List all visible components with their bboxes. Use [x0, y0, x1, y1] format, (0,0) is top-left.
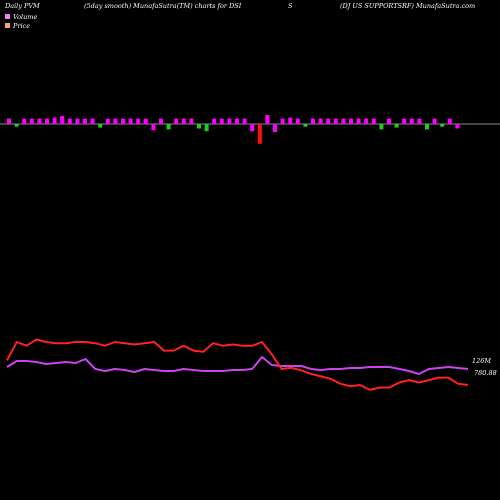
pvm-bar	[151, 124, 156, 131]
pvm-bar	[242, 118, 247, 124]
legend-swatch-price	[5, 23, 10, 28]
pvm-bar	[273, 124, 277, 133]
pvm-bar	[52, 117, 57, 124]
pvm-bar	[166, 124, 171, 130]
pvm-bar	[409, 118, 414, 124]
pvm-bar	[75, 118, 80, 124]
chart-header-s: S	[288, 2, 293, 10]
pvm-bar	[311, 118, 315, 124]
pvm-bar	[159, 118, 163, 124]
pvm-bar	[280, 118, 285, 124]
pvm-bar	[379, 124, 384, 130]
pvm-bar	[440, 124, 445, 127]
pvm-bar	[371, 118, 376, 124]
pvm-bar	[136, 118, 141, 124]
pvm-bar	[98, 124, 103, 128]
pvm-bar	[432, 118, 437, 124]
pvm-bar	[121, 118, 125, 124]
pvm-bar	[447, 118, 452, 124]
pvm-bar	[364, 118, 369, 124]
volume-last-label: 126M	[472, 357, 492, 365]
pvm-bar	[333, 118, 338, 124]
pvm-bar	[250, 124, 255, 132]
pvm-bar	[356, 118, 361, 124]
chart-header-right: (DJ US SUPPORTSRF) MunafaSutra.com	[340, 2, 476, 10]
pvm-bar	[181, 118, 186, 124]
pvm-bar	[341, 118, 346, 124]
chart-header-left: Daily PVM	[5, 2, 40, 10]
legend-item-price: Price	[5, 21, 37, 30]
pvm-bar	[318, 118, 323, 124]
pvm-bar	[394, 124, 399, 128]
pvm-bar	[67, 118, 72, 124]
pvm-bar	[60, 115, 65, 124]
pvm-bar	[303, 124, 308, 127]
pvm-bar	[29, 118, 34, 124]
pvm-bar	[402, 118, 407, 124]
pvm-bar	[37, 118, 42, 124]
pvm-bar	[257, 124, 262, 144]
pvm-bar	[417, 118, 422, 124]
pvm-bar	[295, 118, 300, 124]
volume-line	[6, 356, 469, 375]
legend-label-price: Price	[13, 21, 31, 30]
pvm-bar	[219, 118, 224, 124]
pvm-bar	[235, 118, 239, 124]
pvm-bar	[113, 118, 118, 124]
pvm-bar	[425, 124, 429, 130]
pvm-bar	[387, 118, 391, 124]
price-last-label: 780.88	[474, 369, 497, 377]
legend: Volume Price	[5, 12, 37, 30]
pvm-bar	[174, 118, 179, 124]
pvm-bar	[349, 118, 353, 124]
price-line	[6, 338, 469, 391]
pvm-bar	[204, 124, 209, 132]
pvm-bar	[265, 115, 270, 124]
pvm-bar	[7, 118, 11, 124]
pvm-bar	[128, 118, 133, 124]
pvm-bar	[227, 118, 232, 124]
pvm-bar	[189, 118, 194, 124]
pvm-bar	[83, 118, 87, 124]
legend-item-volume: Volume	[5, 12, 37, 21]
pvm-bar	[90, 118, 95, 124]
pvm-bar	[45, 118, 49, 124]
pvm-bar	[197, 124, 201, 129]
pvm-bar	[326, 118, 331, 124]
chart-header-title: (5day smooth) MunafaSutra(TM) charts for…	[84, 2, 242, 10]
pvm-bar	[14, 124, 19, 127]
pvm-bar	[212, 118, 217, 124]
pvm-bar	[105, 118, 110, 124]
pvm-bar	[288, 117, 293, 124]
legend-label-volume: Volume	[13, 12, 38, 21]
pvm-bar	[455, 124, 460, 129]
legend-swatch-volume	[5, 14, 10, 19]
pvm-bar	[143, 118, 148, 124]
pvm-bar	[22, 118, 27, 124]
